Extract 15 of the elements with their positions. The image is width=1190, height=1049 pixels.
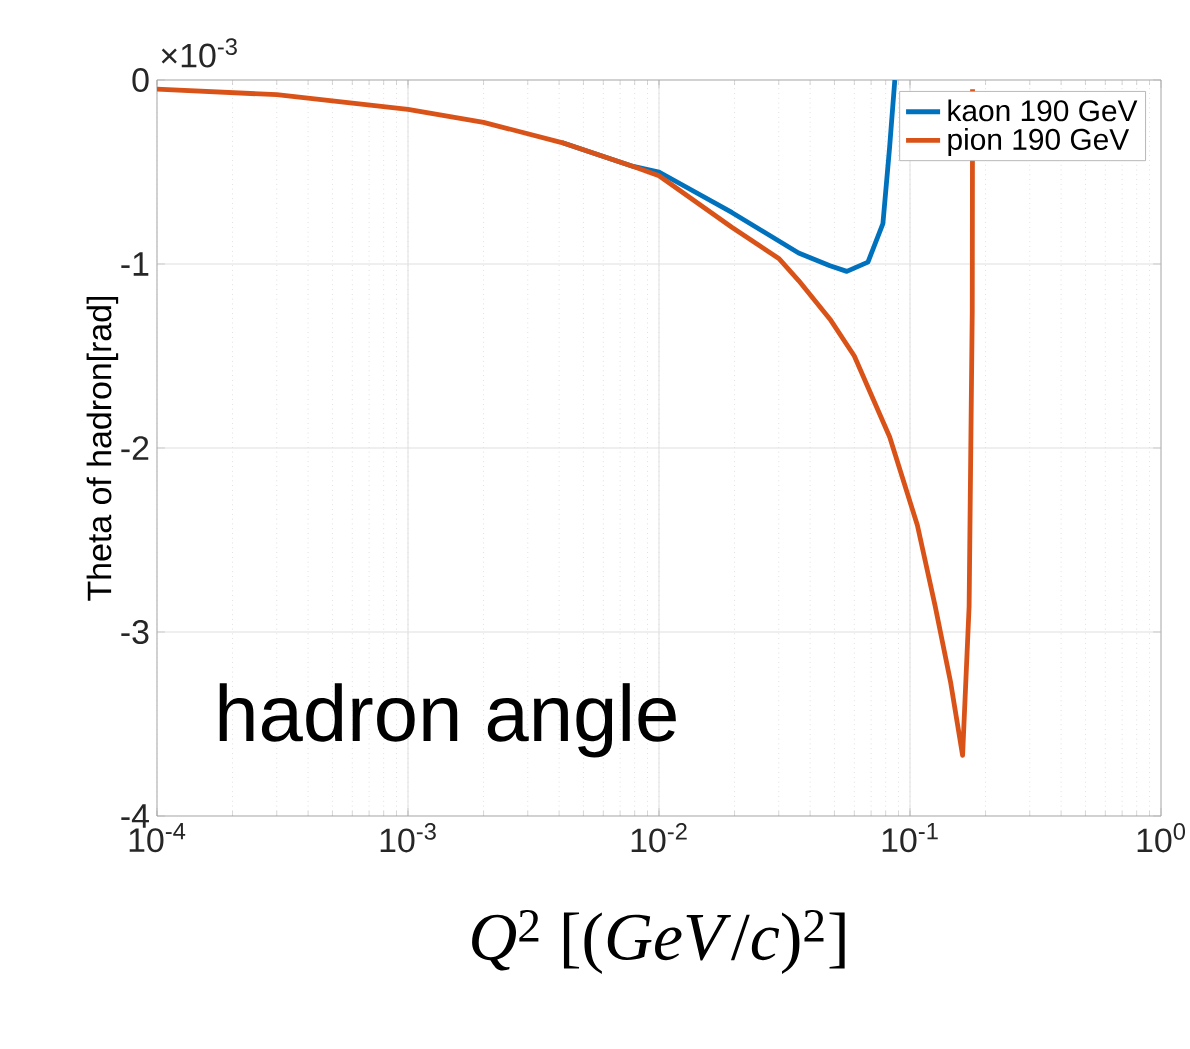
legend-label: kaon 190 GeV	[948, 99, 1138, 122]
x-tick-label: 10$^{0}$	[1137, 823, 1186, 853]
y-tick-label: -4	[121, 804, 149, 828]
text: ×10$^{-3}$	[161, 38, 237, 68]
y-axis-title: Theta of hadron[rad]	[86, 297, 119, 601]
annotation: hadron angle	[219, 683, 676, 758]
x-tick-label: 10$^{-2}$	[631, 823, 687, 853]
y-tick-label: -2	[121, 436, 149, 460]
x-tick-label: 10$^{-3}$	[380, 823, 436, 853]
y-tick-label: -1	[121, 252, 149, 276]
legend-label: pion 190 GeV	[948, 128, 1130, 156]
y-tick-label: 0	[132, 68, 149, 92]
text: Q$^{2}$ [(GeV/c)$^{2}$]	[472, 910, 845, 974]
x-tick-label: 10$^{-1}$	[882, 823, 938, 853]
y-tick-label: -3	[121, 620, 149, 644]
